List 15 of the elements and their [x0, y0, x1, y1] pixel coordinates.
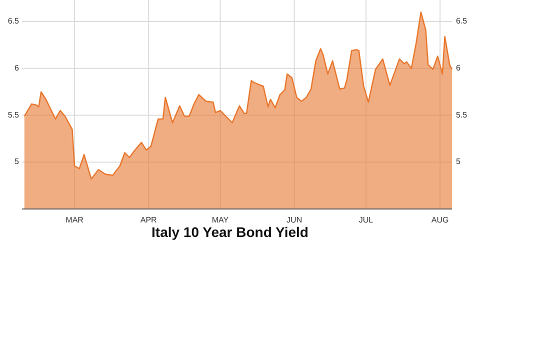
y-tick-label: 5.5 — [8, 110, 20, 120]
y-tick-label: 6.5 — [8, 16, 20, 26]
y2-tick-label: 6 — [456, 64, 461, 73]
x-tick-label: AUG — [431, 216, 449, 225]
y-tick-label: 5 — [14, 157, 20, 166]
y-tick-label: 6 — [14, 64, 20, 73]
y2-tick-label: 6.5 — [456, 16, 468, 26]
y2-tick-label: 5 — [456, 157, 461, 166]
x-tick-label: MAR — [66, 216, 84, 225]
y2-tick-label: 5.5 — [456, 110, 468, 120]
x-tick-label: JUN — [286, 216, 302, 225]
x-tick-label: APR — [140, 216, 158, 225]
x-tick-label: JUL — [358, 216, 374, 225]
text: Italy 10 Year Bond Yield — [152, 224, 308, 240]
x-tick-label: MAY — [212, 216, 230, 225]
